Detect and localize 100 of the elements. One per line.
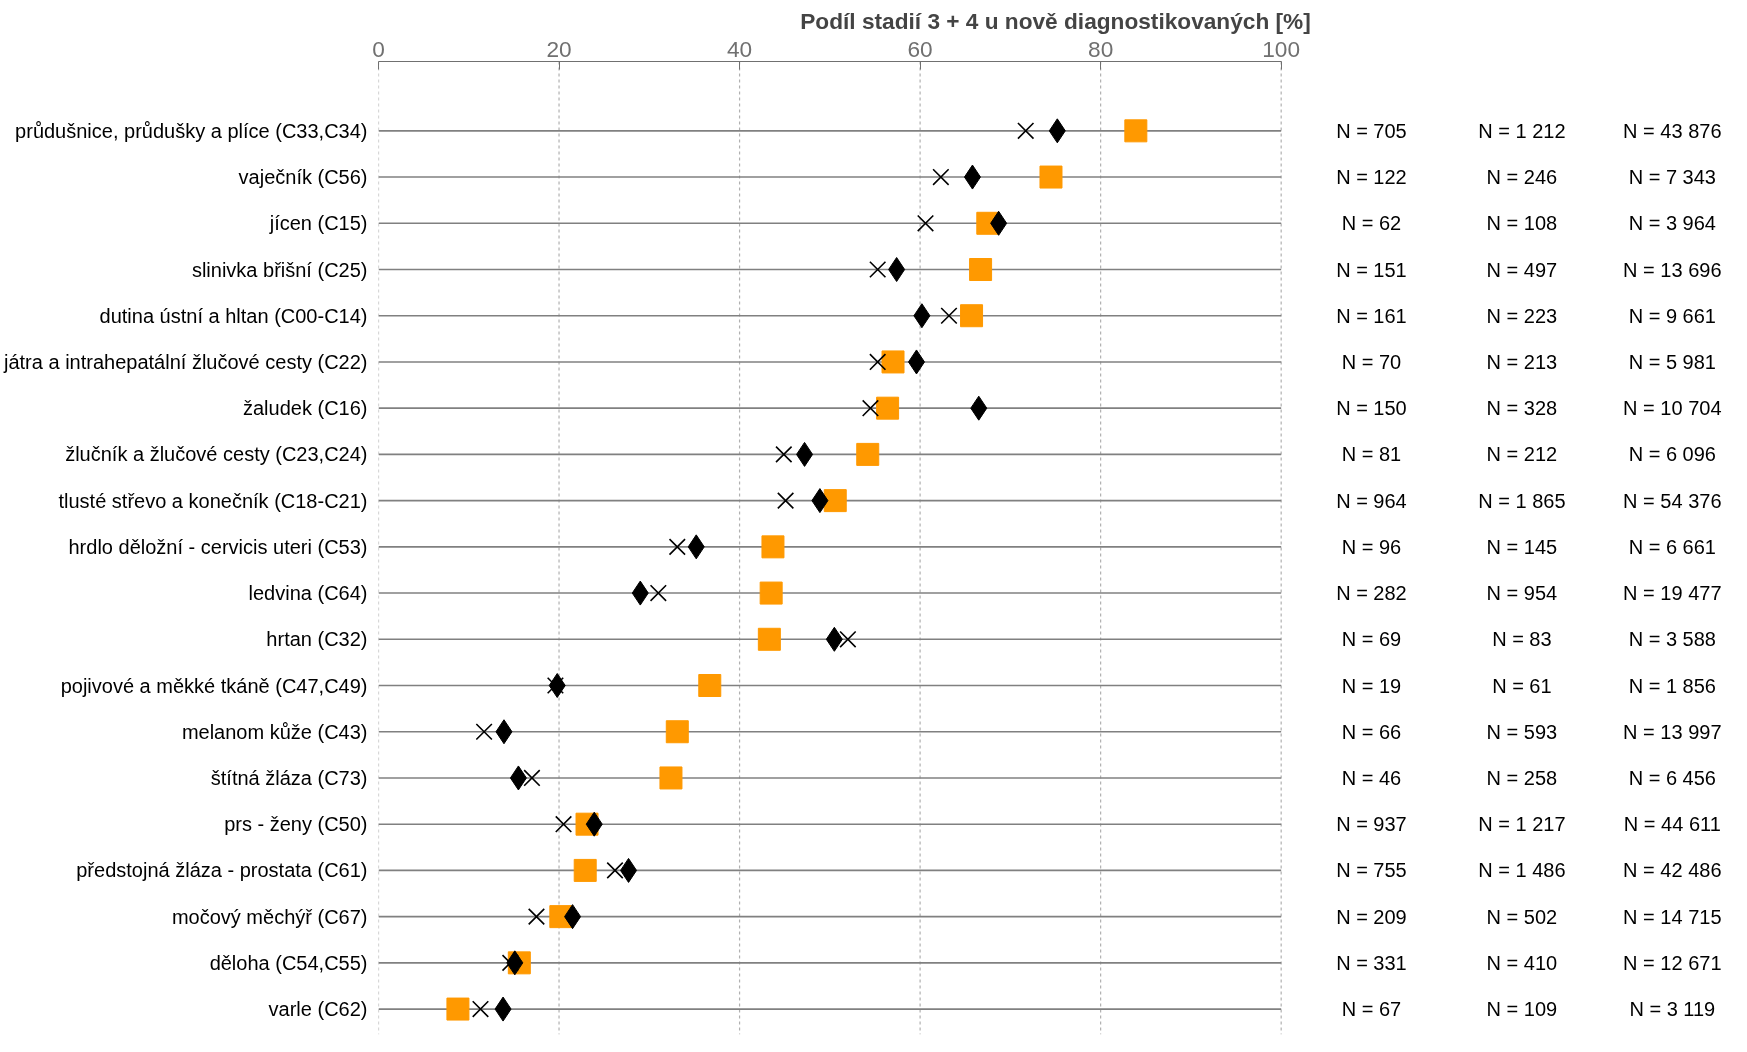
text: N = 223 — [1486, 304, 1558, 327]
text: N = 497 — [1486, 258, 1558, 281]
text: N = 3 119 — [1629, 998, 1716, 1021]
text: N = 83 — [1492, 628, 1552, 651]
point — [969, 258, 993, 281]
point — [775, 445, 793, 463]
point — [916, 214, 935, 232]
point — [759, 581, 783, 605]
point — [527, 908, 546, 926]
text: N = 96 — [1341, 535, 1402, 558]
text: N = 954 — [1486, 582, 1558, 605]
point — [869, 260, 887, 279]
text: N = 70 — [1341, 350, 1402, 373]
y-tick-label: děloha (C54,C55) — [209, 951, 368, 974]
y-tick-label: hrtan (C32) — [266, 628, 368, 651]
text: N = 150 — [1336, 397, 1407, 420]
text: N = 331 — [1336, 951, 1407, 974]
text: N = 705 — [1336, 119, 1407, 142]
y-tick-label: dutina ústní a hltan (C00-C14) — [99, 304, 368, 327]
x-tick-label: 100 — [1262, 35, 1301, 62]
text: N = 67 — [1341, 998, 1402, 1021]
point — [665, 720, 689, 744]
y-tick-label: ledvina (C64) — [248, 582, 368, 605]
text: N = 755 — [1336, 859, 1407, 882]
point — [573, 858, 597, 882]
text: N = 44 611 — [1623, 813, 1721, 836]
point — [471, 1000, 490, 1018]
text: N = 62 — [1341, 212, 1402, 235]
text: N = 209 — [1336, 905, 1407, 928]
text: N = 937 — [1336, 813, 1407, 836]
text: N = 151 — [1336, 258, 1407, 281]
text: N = 54 376 — [1623, 489, 1722, 512]
point — [888, 257, 906, 282]
y-tick-label: močový měchýř (C67) — [171, 905, 368, 928]
text: N = 109 — [1486, 998, 1558, 1021]
point — [668, 538, 686, 556]
text: N = 1 856 — [1628, 674, 1716, 697]
text: N = 1 486 — [1478, 859, 1566, 882]
point — [761, 535, 785, 559]
text: N = 19 477 — [1623, 582, 1722, 605]
text: N = 13 696 — [1623, 258, 1722, 281]
y-tick-label: vaječník (C56) — [238, 166, 368, 189]
y-tick-label: předstojná žláza - prostata (C61) — [76, 859, 368, 882]
y-tick-label: melanom kůže (C43) — [181, 720, 368, 743]
text: N = 12 671 — [1623, 951, 1722, 974]
text: N = 145 — [1486, 535, 1558, 558]
point — [960, 304, 984, 328]
text: N = 66 — [1341, 720, 1402, 743]
chart-title: Podíl stadií 3 + 4 u nově diagnostikovaných [%] — [800, 7, 1311, 34]
text: N = 5 981 — [1628, 350, 1716, 373]
point — [554, 815, 573, 833]
point — [777, 492, 795, 510]
x-tick-label: 60 — [907, 35, 933, 62]
text: N = 10 704 — [1623, 397, 1722, 420]
text: N = 282 — [1336, 582, 1407, 605]
point — [446, 997, 470, 1021]
y-tick-label: jícen (C15) — [268, 212, 368, 235]
text: N = 410 — [1486, 951, 1558, 974]
text: N = 46 — [1341, 766, 1402, 789]
point — [932, 168, 950, 186]
x-tick-label: 0 — [372, 35, 385, 62]
text: N = 328 — [1486, 397, 1558, 420]
point — [659, 766, 683, 790]
y-tick-label: žlučník a žlučové cesty (C23,C24) — [65, 443, 368, 466]
text: N = 6 456 — [1628, 766, 1716, 789]
text: N = 161 — [1336, 304, 1407, 327]
text: N = 9 661 — [1628, 304, 1716, 327]
point — [861, 399, 880, 417]
text: N = 13 997 — [1623, 720, 1722, 743]
text: N = 14 715 — [1623, 905, 1722, 928]
text: N = 502 — [1486, 905, 1558, 928]
point — [839, 630, 857, 648]
point — [823, 489, 847, 513]
x-tick-label: 20 — [546, 35, 572, 62]
point — [940, 307, 958, 325]
point — [1124, 119, 1148, 143]
y-tick-label: průdušnice, průdušky a plíce (C33,C34) — [15, 119, 368, 142]
text: N = 258 — [1486, 766, 1558, 789]
text: N = 6 096 — [1628, 443, 1716, 466]
point — [475, 723, 493, 741]
text: N = 7 343 — [1628, 166, 1716, 189]
text: N = 61 — [1492, 674, 1552, 697]
y-tick-label: žaludek (C16) — [243, 397, 368, 420]
text: N = 1 865 — [1478, 489, 1566, 512]
x-tick-label: 80 — [1088, 35, 1114, 62]
y-tick-label: štítná žláza (C73) — [210, 766, 368, 789]
text: N = 213 — [1486, 350, 1558, 373]
text: N = 246 — [1486, 166, 1558, 189]
text: N = 1 217 — [1478, 813, 1566, 836]
y-tick-label: hrdlo děložní - cervicis uteri (C53) — [68, 535, 368, 558]
text: N = 212 — [1486, 443, 1558, 466]
text: N = 122 — [1336, 166, 1407, 189]
text: N = 593 — [1486, 720, 1558, 743]
x-tick-label: 40 — [726, 35, 753, 62]
y-tick-label: varle (C62) — [268, 998, 368, 1021]
point — [698, 674, 722, 698]
point — [869, 353, 887, 371]
text: N = 6 661 — [1628, 535, 1716, 558]
point — [1017, 122, 1035, 140]
text: N = 19 — [1341, 674, 1402, 697]
